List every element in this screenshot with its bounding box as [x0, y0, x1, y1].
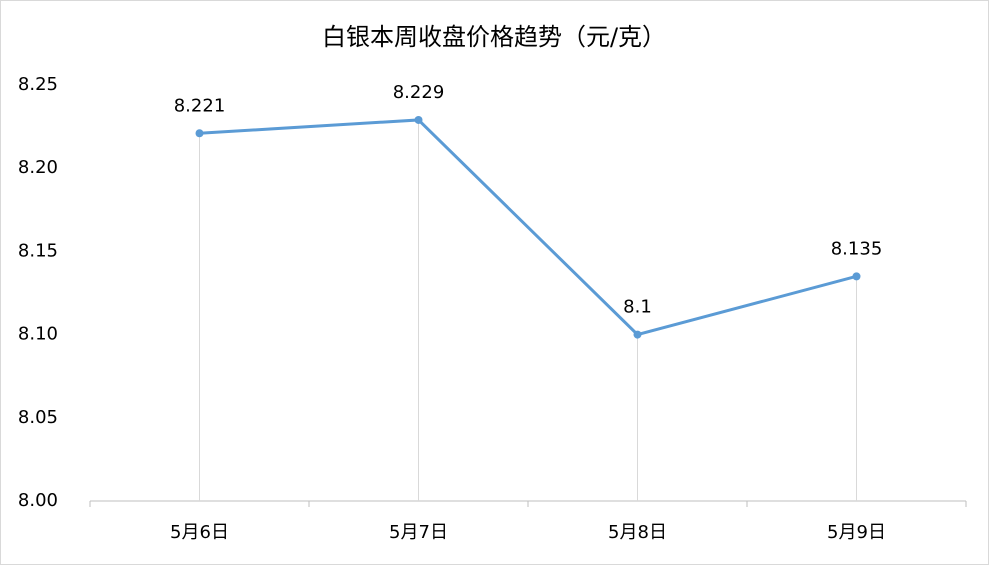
x-tick-label: 5月8日: [608, 522, 667, 543]
data-label: 8.1: [623, 297, 652, 318]
point: [633, 330, 642, 339]
y-tick-label: 8.20: [18, 157, 58, 178]
data-label: 8.221: [174, 95, 226, 116]
point: [852, 272, 861, 281]
y-tick-label: 8.00: [18, 490, 58, 511]
y-tick-label: 8.10: [18, 324, 58, 345]
y-tick-label: 8.25: [18, 74, 58, 95]
y-tick-label: 8.15: [18, 240, 58, 261]
y-tick-label: 8.05: [18, 407, 58, 428]
point: [414, 115, 423, 124]
series-line: [199, 118, 857, 337]
x-tick-label: 5月7日: [389, 522, 448, 543]
data-label: 8.135: [831, 238, 883, 259]
point: [195, 129, 204, 138]
x-tick-label: 5月9日: [827, 522, 886, 543]
x-tick-label: 5月6日: [170, 522, 229, 543]
data-label: 8.229: [393, 82, 445, 103]
chart-title: 白银本周收盘价格趋势（元/克）: [322, 23, 666, 51]
